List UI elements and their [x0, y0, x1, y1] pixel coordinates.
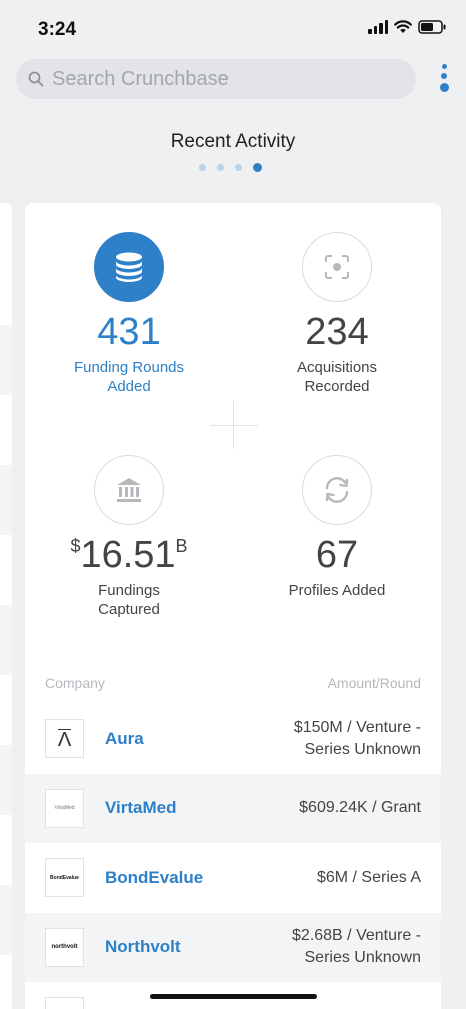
- company-logo: northvolt: [45, 927, 84, 967]
- logo-text: VirtaMed: [54, 805, 75, 812]
- divider: [233, 401, 234, 449]
- company-name[interactable]: Aura: [105, 728, 144, 748]
- table-row[interactable]: northvolt Northvolt $2.68B / Venture - S…: [25, 912, 441, 982]
- stat-label: Funding Rounds Added: [73, 359, 185, 395]
- page-dot[interactable]: [235, 164, 242, 171]
- search-icon: [28, 71, 44, 87]
- stat-value: $16.51B: [25, 533, 233, 577]
- column-header-company: Company: [45, 675, 105, 691]
- page-dot-active[interactable]: [253, 163, 262, 172]
- bank-icon: [94, 455, 164, 525]
- page-dot[interactable]: [199, 164, 206, 171]
- status-icons: [368, 20, 446, 34]
- currency-prefix: $: [70, 536, 81, 556]
- page-dot[interactable]: [217, 164, 224, 171]
- company-name[interactable]: BondEvalue: [105, 867, 204, 887]
- stat-value: 67: [315, 534, 359, 576]
- battery-icon: [418, 20, 446, 34]
- table-header: Company Amount/Round: [45, 675, 421, 691]
- amount-round: $2.68B / Venture - Series Unknown: [292, 927, 421, 967]
- stat-number: 16.51: [80, 534, 176, 576]
- logo-text: northvolt: [51, 944, 78, 951]
- search-input[interactable]: [52, 67, 392, 91]
- stat-label: Fundings Captured: [98, 582, 160, 618]
- table-row[interactable]: [25, 982, 441, 1009]
- stat-value: 234: [305, 311, 369, 353]
- status-bar: 3:24: [0, 0, 466, 58]
- database-icon: [94, 232, 164, 302]
- cellular-signal-icon: [368, 20, 388, 34]
- column-header-amount: Amount/Round: [327, 675, 421, 691]
- table-row[interactable]: Λ Aura $150M / Venture - Series Unknown: [25, 704, 441, 774]
- stat-value: 431: [97, 311, 161, 353]
- wifi-icon: [394, 20, 412, 34]
- logo-text: Λ: [57, 728, 72, 751]
- company-logo: VirtaMed: [45, 788, 84, 828]
- stat-fundings-captured[interactable]: $16.51B Fundings Captured: [25, 455, 233, 619]
- company-logo: [45, 997, 84, 1009]
- stat-profiles-added[interactable]: 67 Profiles Added: [233, 455, 441, 600]
- activity-list: Λ Aura $150M / Venture - Series Unknown …: [25, 704, 441, 1009]
- acquisition-icon: [302, 232, 372, 302]
- search-bar[interactable]: [16, 59, 416, 99]
- company-logo: Λ: [45, 719, 84, 759]
- home-indicator[interactable]: [150, 994, 317, 999]
- company-logo: BondEvalue: [45, 858, 84, 898]
- unit-suffix: B: [175, 536, 188, 556]
- table-row[interactable]: VirtaMed VirtaMed $609.24K / Grant: [25, 773, 441, 843]
- divider: [210, 425, 258, 426]
- recent-activity-card: 431 Funding Rounds Added 234 Acquisition…: [25, 203, 441, 1009]
- amount-round: $150M / Venture - Series Unknown: [293, 718, 421, 758]
- company-name[interactable]: VirtaMed: [105, 798, 177, 818]
- previous-card-edge[interactable]: [0, 203, 12, 1009]
- more-options-button[interactable]: [437, 64, 451, 96]
- amount-round: $609.24K / Grant: [299, 799, 421, 817]
- stat-acquisitions[interactable]: 234 Acquisitions Recorded: [233, 232, 441, 396]
- logo-text: BondEvalue: [50, 874, 79, 881]
- stat-label: Profiles Added: [288, 582, 386, 599]
- section-title: Recent Activity: [170, 131, 296, 152]
- refresh-icon: [302, 455, 372, 525]
- status-time: 3:24: [38, 19, 77, 40]
- company-name[interactable]: Northvolt: [105, 937, 181, 957]
- stat-label: Acquisitions Recorded: [296, 359, 378, 395]
- amount-round: $6M / Series A: [316, 868, 421, 886]
- stat-funding-rounds[interactable]: 431 Funding Rounds Added: [25, 232, 233, 396]
- page-indicator[interactable]: [199, 163, 262, 172]
- table-row[interactable]: BondEvalue BondEvalue $6M / Series A: [25, 843, 441, 913]
